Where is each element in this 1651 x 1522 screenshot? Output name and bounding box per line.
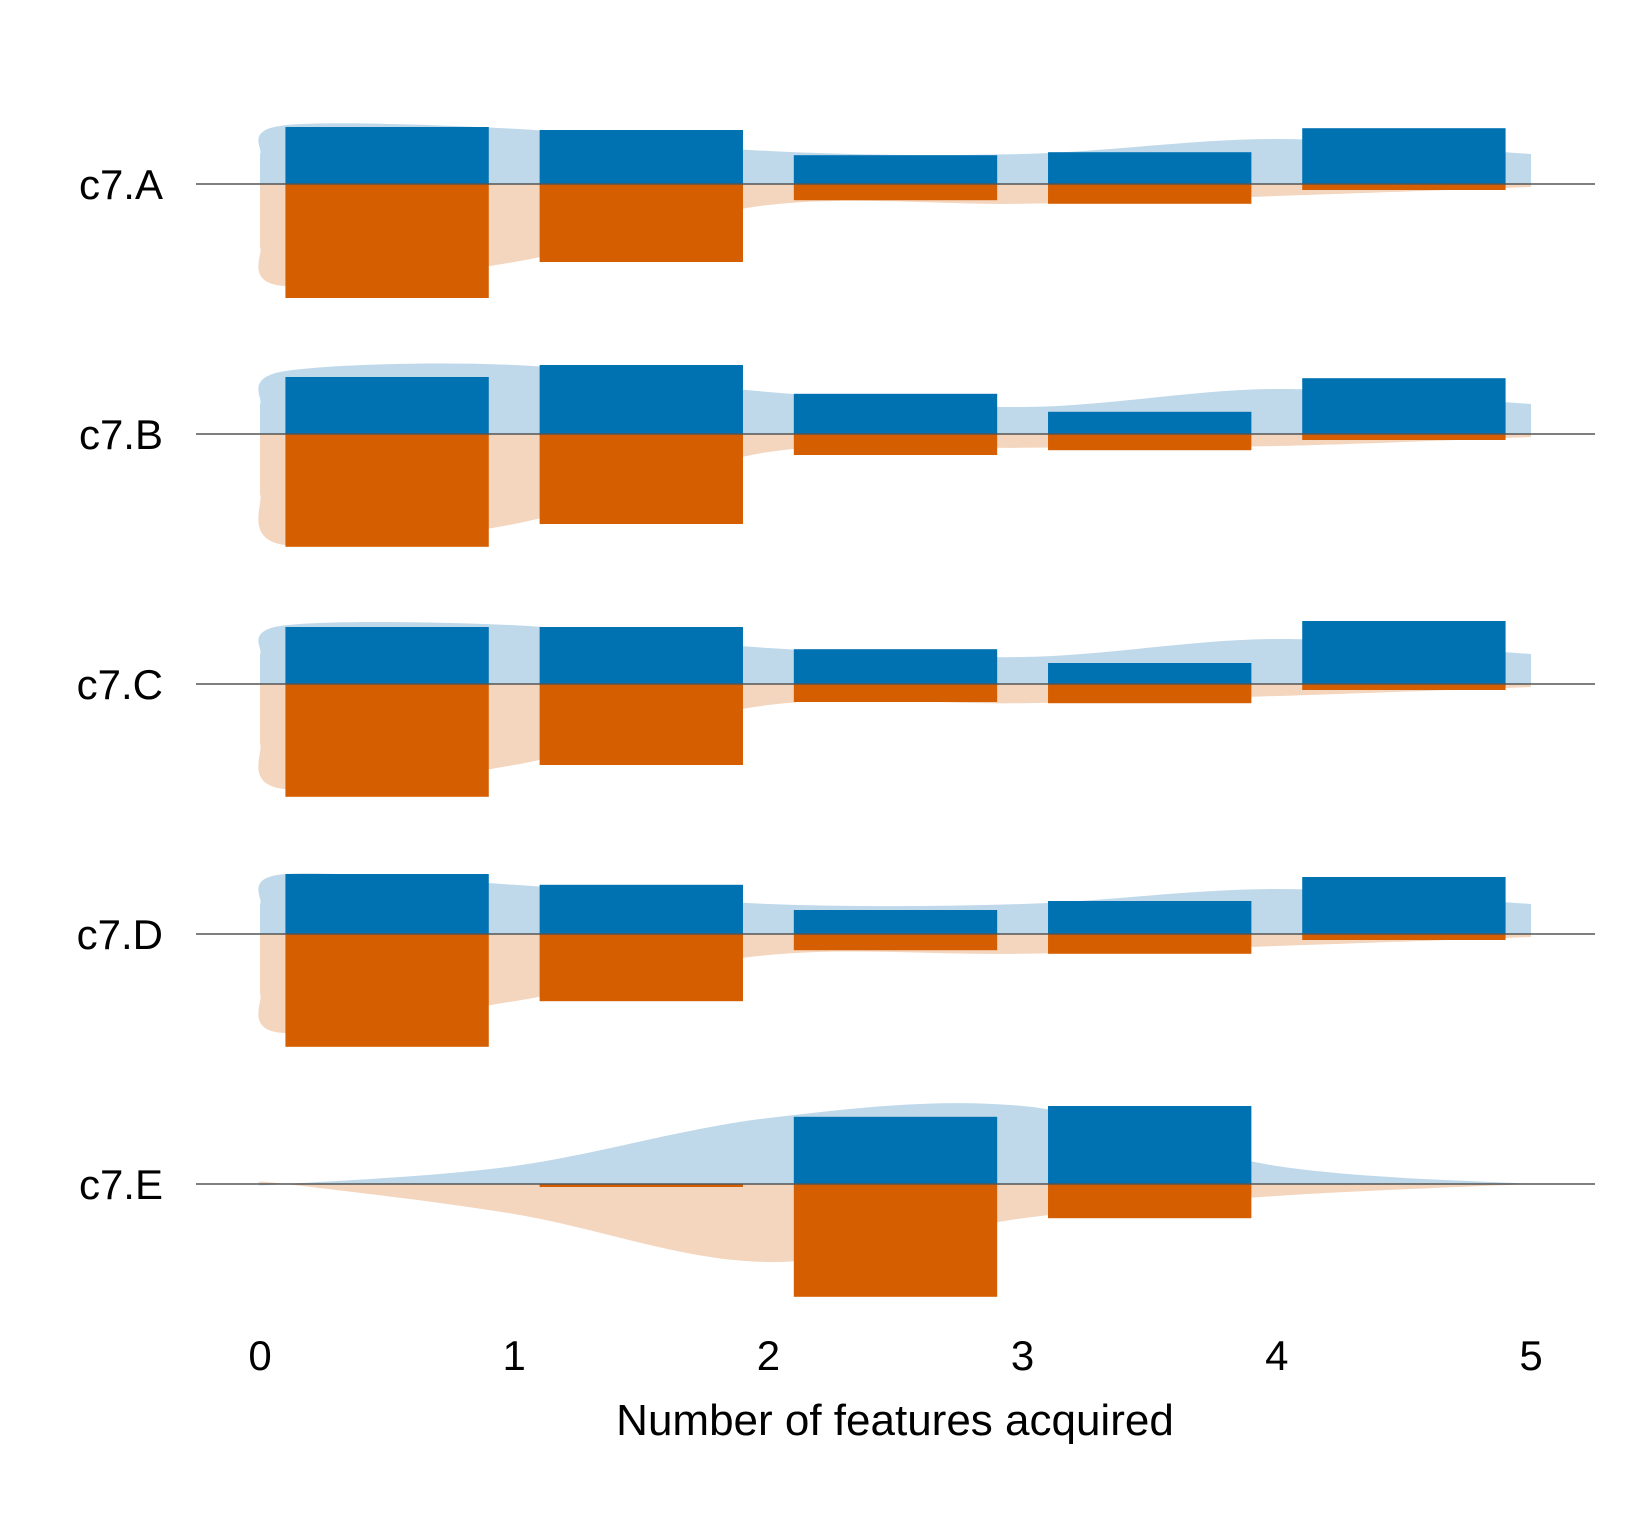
ridge-row-c7.B: c7.B <box>79 363 1595 547</box>
down-bar <box>1302 934 1506 940</box>
down-bar <box>539 934 743 1002</box>
x-tick-label: 3 <box>1011 1332 1034 1379</box>
down-bar <box>1048 684 1252 704</box>
ridge-row-c7.E: c7.E <box>79 1103 1595 1297</box>
row-label: c7.B <box>79 411 163 458</box>
rows-layer: c7.A c7.B c7.C c7.D c7.E <box>77 123 1595 1297</box>
down-bar <box>793 434 998 455</box>
x-tick-label: 2 <box>757 1332 780 1379</box>
down-bar <box>1048 434 1252 451</box>
down-bar <box>1048 934 1252 954</box>
down-bar <box>539 434 743 524</box>
x-axis: 0 1 2 3 4 5 <box>248 1332 1542 1379</box>
up-bar <box>793 649 998 684</box>
down-bar <box>285 184 489 298</box>
up-bar <box>1302 877 1506 934</box>
down-bar <box>1302 184 1506 190</box>
up-bar <box>1302 128 1506 184</box>
up-bar <box>1048 152 1252 184</box>
up-bar <box>793 910 998 934</box>
down-bar <box>285 434 489 547</box>
down-bar <box>285 684 489 797</box>
down-bar <box>285 934 489 1047</box>
up-bar <box>285 127 489 184</box>
up-bar <box>539 627 743 684</box>
up-bar <box>539 130 743 184</box>
up-bar <box>1302 621 1506 684</box>
row-label: c7.C <box>77 661 163 708</box>
up-bar <box>285 874 489 934</box>
x-tick-label: 0 <box>248 1332 271 1379</box>
down-bar <box>793 934 998 951</box>
down-bar <box>539 684 743 765</box>
up-bar <box>1048 901 1252 934</box>
down-bar <box>539 1184 743 1187</box>
up-bar <box>539 365 743 434</box>
up-bar <box>793 155 998 184</box>
down-bar <box>539 184 743 262</box>
down-bar <box>793 1184 998 1297</box>
up-bar <box>1302 378 1506 434</box>
up-bar <box>1048 663 1252 684</box>
up-bar <box>793 1116 998 1184</box>
row-label: c7.D <box>77 911 163 958</box>
down-bar <box>793 184 998 201</box>
x-tick-label: 5 <box>1519 1332 1542 1379</box>
down-bar <box>793 684 998 702</box>
x-tick-label: 4 <box>1265 1332 1288 1379</box>
x-axis-title: Number of features acquired <box>616 1396 1174 1445</box>
up-bar <box>1048 1106 1252 1184</box>
up-bar <box>1048 411 1252 434</box>
down-bar <box>1048 1184 1252 1219</box>
up-bar <box>285 627 489 684</box>
down-bar <box>1302 684 1506 690</box>
up-bar <box>793 393 998 434</box>
row-label: c7.A <box>79 161 163 208</box>
ridge-row-c7.D: c7.D <box>77 873 1595 1047</box>
ridge-row-c7.A: c7.A <box>79 123 1595 298</box>
up-bar <box>285 377 489 434</box>
x-tick-label: 1 <box>503 1332 526 1379</box>
ridge-row-c7.C: c7.C <box>77 621 1595 797</box>
row-label: c7.E <box>79 1161 163 1208</box>
up-bar <box>539 884 743 934</box>
down-bar <box>1048 184 1252 204</box>
down-bar <box>1302 434 1506 440</box>
